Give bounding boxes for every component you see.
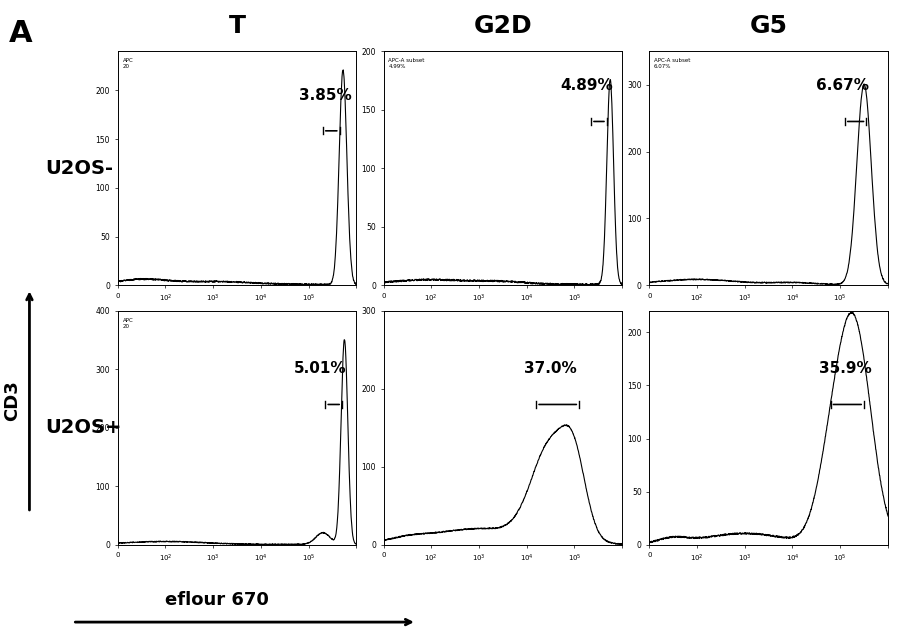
- Text: 37.0%: 37.0%: [525, 362, 577, 376]
- Text: 3.85%: 3.85%: [299, 88, 352, 103]
- Text: eflour 670: eflour 670: [165, 590, 269, 609]
- Text: A: A: [9, 19, 33, 48]
- Text: CD3: CD3: [3, 380, 21, 421]
- Text: G2D: G2D: [474, 15, 532, 38]
- Text: U2OS-: U2OS-: [45, 159, 113, 178]
- Text: 4.89%: 4.89%: [560, 78, 612, 94]
- Text: G5: G5: [749, 15, 787, 38]
- Text: U2OS+: U2OS+: [45, 419, 121, 437]
- Text: 6.67%: 6.67%: [816, 78, 869, 94]
- Text: 35.9%: 35.9%: [818, 362, 872, 376]
- Text: APC
20: APC 20: [122, 58, 133, 69]
- Text: 5.01%: 5.01%: [294, 362, 347, 376]
- Text: APC-A subset
6.07%: APC-A subset 6.07%: [654, 58, 690, 69]
- Text: APC
20: APC 20: [122, 318, 133, 329]
- Text: T: T: [228, 15, 246, 38]
- Text: APC-A subset
4.99%: APC-A subset 4.99%: [389, 58, 425, 69]
